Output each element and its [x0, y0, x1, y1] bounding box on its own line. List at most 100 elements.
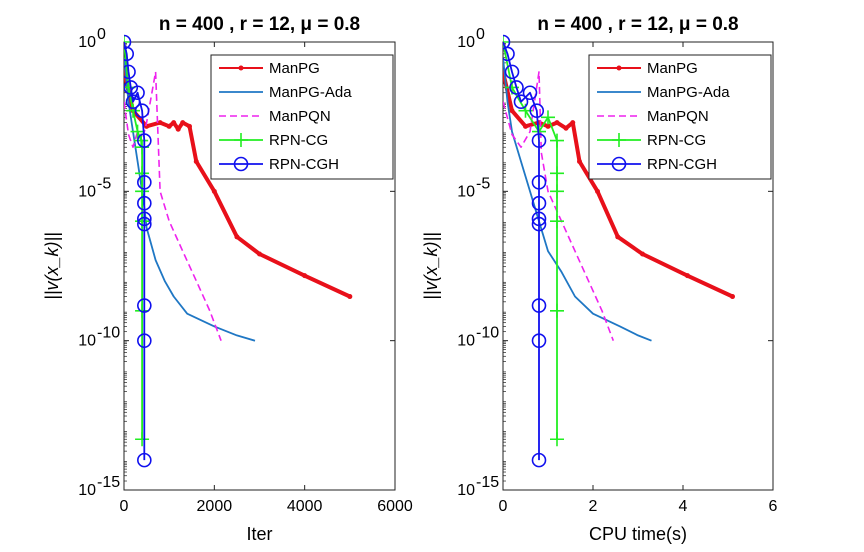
- y-tick-exponent: 0: [97, 26, 106, 43]
- y-tick-label: 10: [457, 482, 475, 499]
- series-rpn-cgh-marker: [137, 452, 152, 468]
- series-rpn-cgh: [503, 34, 547, 468]
- y-tick-exponent: -10: [97, 325, 120, 342]
- series-rpn-cg-marker: [541, 110, 555, 125]
- series-manpg-ada: [124, 57, 256, 342]
- series-manpg-marker: [302, 273, 308, 279]
- series-rpn-cg-marker: [134, 133, 149, 148]
- series-rpn-cgh-marker: [137, 298, 152, 313]
- legend-entry-rpn-cg: RPN-CG: [219, 132, 328, 149]
- legend-entry-manpg-ada: ManPG-Ada: [219, 84, 352, 101]
- y-tick-exponent: -5: [97, 175, 111, 192]
- y-tick-exponent: -15: [476, 474, 499, 491]
- series-rpn-cg-marker: [124, 35, 131, 49]
- y-tick-label: 10: [78, 34, 96, 51]
- y-tick-exponent: 0: [476, 26, 485, 43]
- legend-entry-manpg-ada-label: ManPG-Ada: [269, 84, 352, 101]
- series-manpg-marker: [640, 251, 645, 257]
- series-rpn-cgh-marker: [531, 333, 547, 348]
- series-manpg-marker: [577, 158, 582, 164]
- legend-entry-manpg-marker: [238, 65, 244, 71]
- x-tick-label: 4: [679, 498, 688, 515]
- legend-entry-manpg-ada: ManPG-Ada: [597, 84, 730, 101]
- legend-entry-manpqn-label: ManPQN: [269, 108, 331, 125]
- legend-entry-manpg-marker: [616, 65, 622, 71]
- series-rpn-cgh-marker: [134, 103, 150, 119]
- series-manpg-marker: [563, 125, 569, 131]
- y-tick-label: 10: [457, 34, 475, 51]
- series-rpn-cgh-marker: [137, 211, 152, 227]
- y-tick-label: 10: [78, 333, 96, 350]
- legend-entry-rpn-cg: RPN-CG: [597, 132, 706, 149]
- series-rpn-cgh-marker: [503, 46, 515, 62]
- series-rpn-cgh-marker: [531, 195, 547, 211]
- x-tick-label: 6: [769, 498, 778, 515]
- legend-entry-manpqn: ManPQN: [219, 108, 331, 125]
- series-rpn-cgh-marker: [531, 452, 547, 468]
- series-rpn-cgh-marker: [130, 85, 145, 101]
- y-tick-label: 10: [78, 482, 96, 499]
- x-axis-label: Iter: [246, 524, 272, 544]
- legend-entry-manpg: ManPG: [219, 60, 320, 77]
- legend-entry-manpqn: ManPQN: [597, 108, 709, 125]
- axes-box: [502, 41, 774, 491]
- series-rpn-cg-marker: [550, 432, 564, 447]
- chart-title: n = 400 , r = 12, μ = 0.8: [159, 14, 360, 35]
- legend-entry-rpn-cg-marker: [234, 133, 248, 147]
- plot-area: [503, 34, 735, 468]
- series-manpg-marker: [545, 123, 551, 129]
- plot-area: [124, 34, 353, 468]
- y-tick-label: 10: [457, 183, 475, 200]
- series-rpn-cg-marker: [135, 214, 150, 229]
- legend-entry-rpn-cg-label: RPN-CG: [269, 132, 328, 149]
- x-tick-label: 4000: [287, 498, 323, 515]
- series-rpn-cgh-marker: [529, 103, 545, 119]
- series-manpg-marker: [685, 273, 690, 279]
- series-rpn-cg-marker: [135, 432, 150, 447]
- series-rpn-cg-marker: [135, 166, 150, 181]
- series-rpn-cgh-marker: [137, 333, 152, 348]
- x-tick-label: 6000: [377, 498, 413, 515]
- y-tick-label: 10: [78, 183, 96, 200]
- series-manpqn: [503, 71, 615, 341]
- legend-box: [588, 54, 772, 180]
- series-manpqn: [124, 71, 222, 341]
- series-manpg-marker: [180, 120, 186, 126]
- y-tick-label: 10: [457, 333, 475, 350]
- legend-entry-manpg-ada-label: ManPG-Ada: [647, 84, 730, 101]
- legend-entry-rpn-cg-marker: [612, 133, 626, 147]
- series-rpn-cgh-marker: [137, 195, 152, 211]
- legend-entry-manpg-label: ManPG: [647, 60, 698, 77]
- legend-entry-rpn-cgh-label: RPN-CGH: [269, 156, 339, 173]
- series-rpn-cgh-marker: [513, 94, 529, 110]
- series-manpqn-line: [124, 71, 222, 341]
- legend-entry-rpn-cgh-marker: [233, 156, 249, 172]
- series-rpn-cg-marker: [135, 184, 150, 199]
- series-rpn-cg-marker: [550, 133, 564, 148]
- series-rpn-cgh-marker: [503, 34, 511, 50]
- series-rpn-cgh-marker: [137, 175, 152, 190]
- series-rpn-cgh-marker: [522, 85, 538, 101]
- series-rpn-cgh-marker: [531, 175, 547, 190]
- legend-box: [210, 54, 394, 180]
- legend: ManPG ManPG-Ada ManPQN RPN-CG RPN-CGH: [210, 54, 394, 180]
- x-axis-label: CPU time(s): [589, 524, 687, 544]
- y-tick-exponent: -5: [476, 175, 490, 192]
- x-tick-label: 2: [589, 498, 598, 515]
- x-tick-label: 0: [120, 498, 129, 515]
- series-rpn-cgh-marker: [531, 298, 547, 313]
- series-rpn-cgh: [124, 34, 152, 468]
- series-rpn-cgh-line: [124, 41, 146, 461]
- series-rpn-cgh-marker: [531, 133, 547, 148]
- series-rpn-cgh-marker: [125, 94, 141, 110]
- series-manpg-marker: [347, 294, 353, 300]
- series-rpn-cgh-marker: [137, 133, 152, 148]
- series-manpg: [503, 69, 735, 300]
- series-manpg-marker: [166, 123, 172, 129]
- series-manpg-marker: [157, 120, 163, 126]
- series-manpg-ada: [503, 57, 652, 342]
- series-manpg-marker: [193, 158, 199, 164]
- series-manpg-marker: [595, 188, 600, 194]
